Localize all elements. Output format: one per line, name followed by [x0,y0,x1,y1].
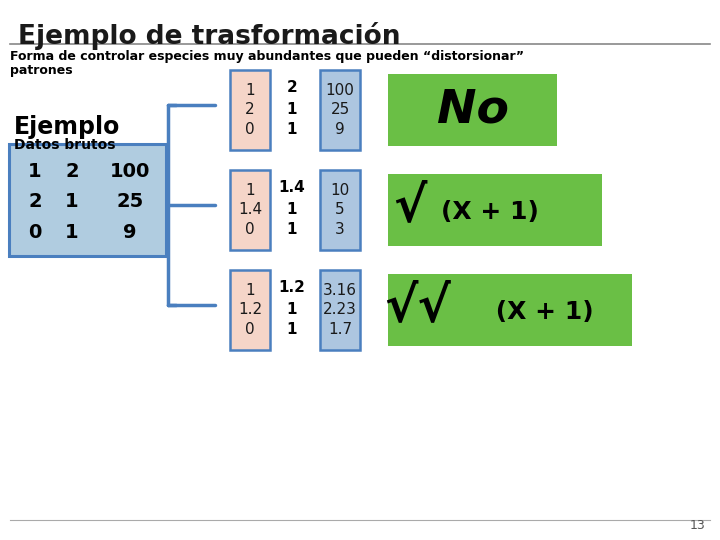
Text: 1: 1 [287,102,297,117]
Text: 100: 100 [110,162,150,181]
Text: 1: 1 [246,283,255,298]
Text: √√: √√ [384,283,451,331]
Text: 1.2: 1.2 [279,280,305,295]
Text: Ejemplo: Ejemplo [14,115,120,139]
Text: (X + 1): (X + 1) [441,200,539,224]
Text: 13: 13 [689,519,705,532]
Text: (X + 1): (X + 1) [487,300,593,324]
Text: 0: 0 [246,122,255,137]
Text: 1.2: 1.2 [238,302,262,318]
Text: 1.4: 1.4 [279,180,305,195]
Text: 1: 1 [66,192,78,211]
FancyBboxPatch shape [388,74,557,146]
FancyBboxPatch shape [320,270,360,350]
FancyBboxPatch shape [230,170,270,250]
Text: 1.7: 1.7 [328,322,352,337]
Text: Ejemplo de trasformación: Ejemplo de trasformación [18,22,400,50]
Text: 9: 9 [123,223,137,242]
Text: 10: 10 [330,183,350,198]
Text: 2.23: 2.23 [323,302,357,318]
Text: 0: 0 [28,223,42,242]
Text: 3: 3 [335,222,345,237]
Text: 9: 9 [335,122,345,137]
Text: 1: 1 [246,83,255,98]
Text: 1.4: 1.4 [238,202,262,218]
Text: Forma de controlar especies muy abundantes que pueden “distorsionar”: Forma de controlar especies muy abundant… [10,50,524,63]
Text: 1: 1 [287,322,297,338]
FancyBboxPatch shape [230,70,270,150]
FancyBboxPatch shape [320,170,360,250]
Text: 1: 1 [287,222,297,238]
Text: 100: 100 [325,83,354,98]
Text: 1: 1 [28,162,42,181]
FancyBboxPatch shape [320,70,360,150]
Text: 3.16: 3.16 [323,283,357,298]
Text: 2: 2 [66,162,78,181]
FancyBboxPatch shape [230,270,270,350]
Text: 1: 1 [287,301,297,316]
Text: 2: 2 [28,192,42,211]
Text: No: No [436,87,508,132]
Text: 0: 0 [246,322,255,337]
Text: 1: 1 [287,123,297,138]
Text: 1: 1 [246,183,255,198]
Text: 2: 2 [287,80,297,96]
Text: patrones: patrones [10,64,73,77]
Text: 0: 0 [246,222,255,237]
Text: 5: 5 [336,202,345,218]
Text: 25: 25 [330,103,350,118]
Text: 1: 1 [287,201,297,217]
Text: 2: 2 [246,103,255,118]
Text: Datos brutos: Datos brutos [14,138,115,152]
FancyBboxPatch shape [388,274,632,346]
Text: √: √ [393,183,427,231]
Text: 25: 25 [117,192,143,211]
FancyBboxPatch shape [388,174,602,246]
Text: 1: 1 [66,223,78,242]
FancyBboxPatch shape [9,144,166,256]
